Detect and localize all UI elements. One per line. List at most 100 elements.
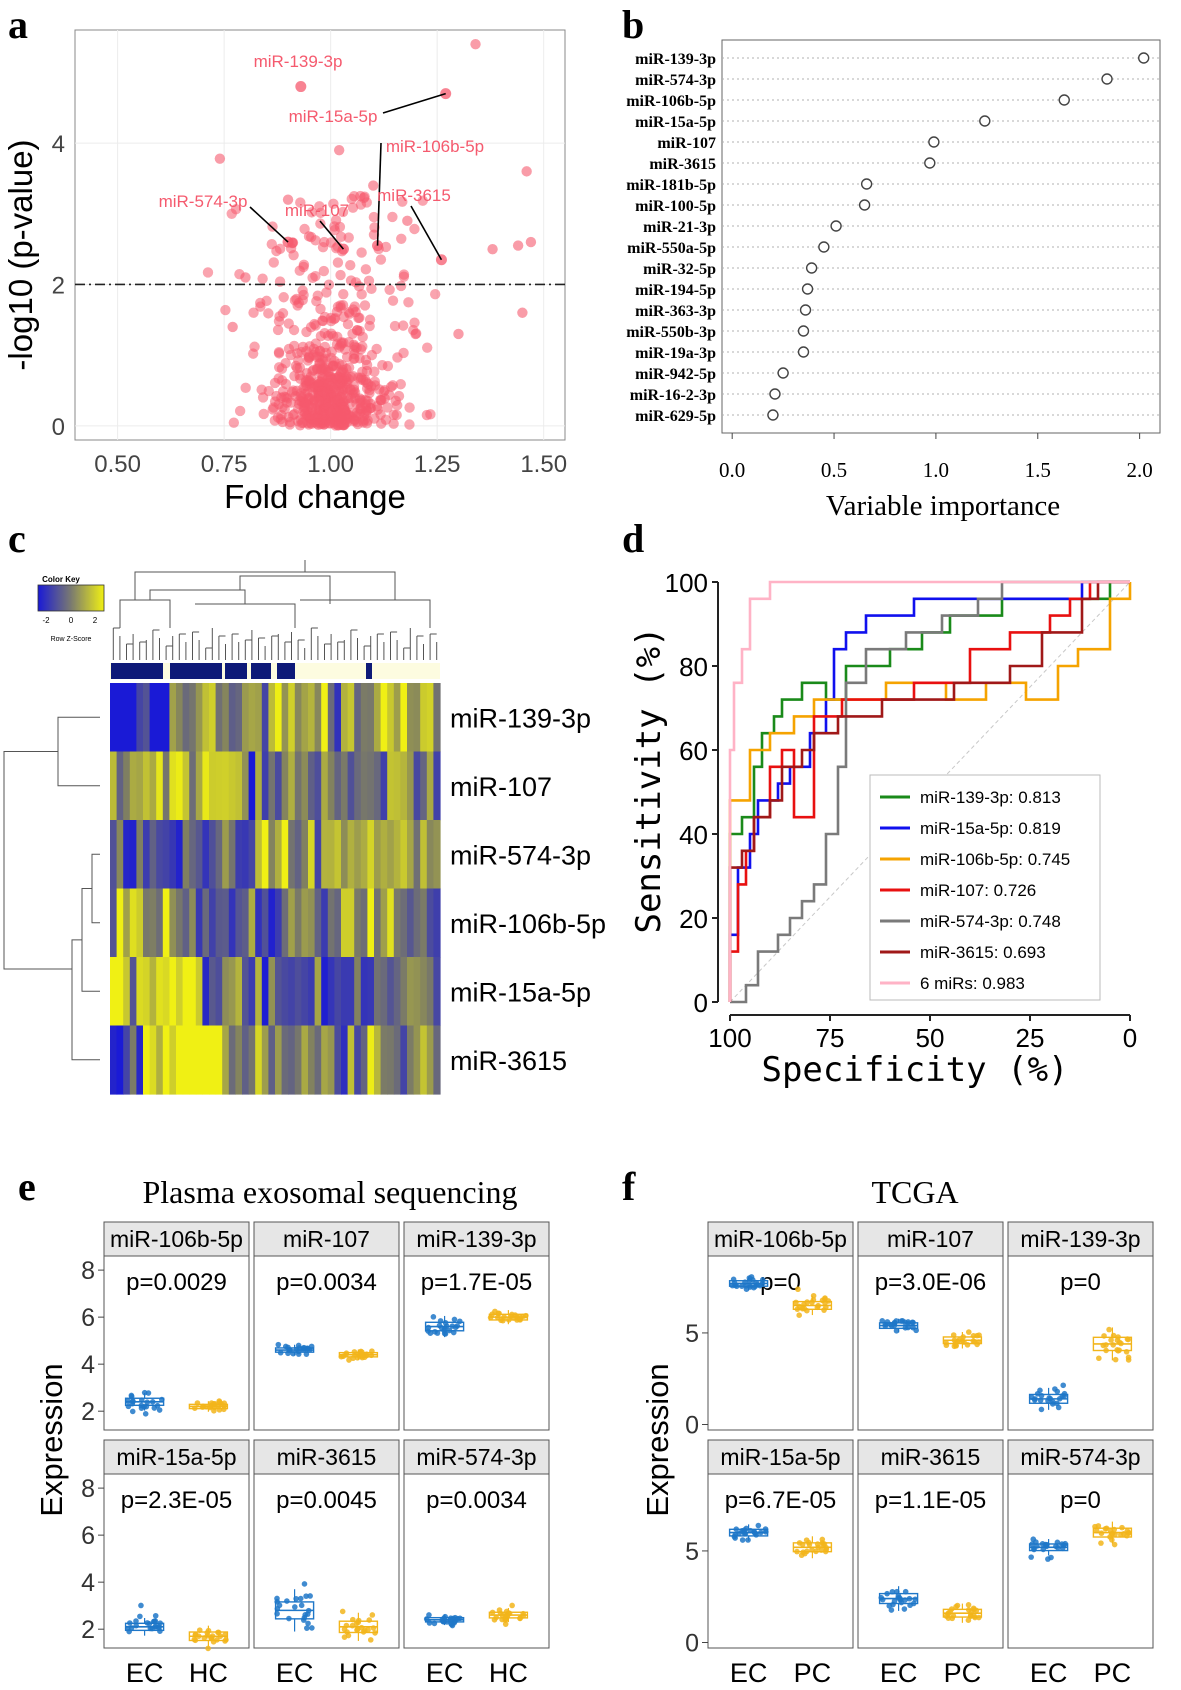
color-key-tick: 0 (69, 616, 74, 625)
volcano-point (347, 202, 359, 213)
group-label: EC (880, 1658, 918, 1688)
heatmap-cell (261, 751, 269, 821)
box-jitter-point (369, 1348, 375, 1354)
volcano-x-tick: 1.25 (414, 451, 461, 478)
box-jitter-point (793, 1299, 799, 1306)
facet-p-value: p=3.0E-06 (875, 1269, 986, 1296)
box-jitter-point (810, 1297, 817, 1303)
box-jitter-point (810, 1292, 817, 1299)
heatmap-cell (354, 683, 362, 753)
volcano-point (349, 348, 360, 360)
heatmap-cell (374, 751, 382, 821)
heatmap-cell (215, 957, 223, 1027)
volcano-point (336, 409, 347, 420)
volcano-x-tick: 1.00 (307, 451, 354, 478)
volcano-point (284, 416, 296, 428)
heatmap-cell (347, 888, 355, 958)
roc-legend-label: miR-139-3p: 0.813 (920, 788, 1061, 807)
heatmap-cell (162, 1025, 170, 1095)
box-jitter-point (965, 1329, 972, 1335)
box-jitter-point (369, 1612, 376, 1618)
box-jitter-point (358, 1624, 365, 1631)
box-jitter-point (439, 1617, 445, 1623)
heatmap-cell (248, 751, 256, 821)
box-jitter-point (950, 1613, 957, 1619)
heatmap-cell (215, 683, 223, 753)
box-jitter-point (1116, 1339, 1123, 1346)
importance-point (1058, 94, 1070, 106)
volcano-label: miR-139-3p (254, 52, 343, 71)
heatmap-cell (215, 820, 223, 890)
box-jitter-point (349, 1622, 356, 1629)
heatmap-cell (380, 683, 388, 753)
heatmap-cell (334, 751, 342, 821)
importance-plot-area (721, 39, 1161, 434)
heatmap-cell (195, 751, 203, 821)
box-jitter-point (1125, 1354, 1132, 1361)
heatmap-cell (301, 683, 309, 753)
heatmap-cell (281, 957, 289, 1027)
heatmap-cell (360, 820, 368, 890)
volcano-point (356, 289, 367, 300)
importance-row-label: miR-574-3p (635, 72, 716, 89)
heatmap-cell (334, 683, 342, 753)
box-jitter-point (801, 1305, 808, 1312)
volcano-point (337, 206, 349, 218)
volcano-point (336, 366, 347, 377)
volcano-point (289, 370, 300, 382)
box-jitter-point (1028, 1554, 1034, 1560)
volcano-point (421, 342, 433, 353)
panel-e-y-label: Expression (34, 1363, 69, 1516)
volcano-point (358, 410, 370, 421)
volcano-point (357, 331, 368, 343)
heatmap-row-labels: miR-139-3p miR-107 miR-574-3p miR-106b-5p mi… (450, 703, 606, 1076)
heatmap-cell (268, 683, 276, 753)
roc-x-tick: 0 (1123, 1023, 1137, 1053)
box-jitter-point (1098, 1530, 1105, 1537)
volcano-point (398, 347, 409, 359)
heatmap-cell (426, 751, 434, 821)
box-jitter-point (509, 1602, 515, 1609)
roc-legend-label: miR-107: 0.726 (920, 881, 1036, 900)
heatmap-cell (209, 683, 217, 753)
box-jitter-point (891, 1598, 898, 1605)
heatmap-cell (321, 820, 329, 890)
box-jitter-point (431, 1620, 438, 1627)
heatmap-cell (116, 751, 124, 821)
box-jitter-point (796, 1312, 802, 1319)
heatmap-cell (182, 820, 190, 890)
column-dendrogram (112, 560, 438, 660)
box-jitter-point (815, 1544, 821, 1551)
volcano-point (372, 404, 383, 415)
volcano-point (349, 341, 360, 352)
importance-row-label: miR-15a-5p (635, 114, 716, 131)
heatmap-cell (248, 888, 256, 958)
heatmap-cell (162, 957, 170, 1027)
heatmap-cell (281, 751, 289, 821)
box-jitter-point (502, 1612, 509, 1619)
box-jitter-point (194, 1400, 201, 1406)
y-tick: 8 (81, 1475, 95, 1503)
heatmap-cell (327, 888, 335, 958)
heatmap-cell (268, 957, 276, 1027)
volcano-point (303, 374, 314, 386)
roc-curves (728, 580, 1132, 1004)
roc-x-tick: 25 (1016, 1023, 1045, 1053)
heatmap-cell (407, 1025, 415, 1095)
box-jitter-point (755, 1522, 762, 1529)
box-jitter-point (1110, 1332, 1117, 1339)
heatmap-cell (341, 751, 349, 821)
volcano-point (388, 418, 399, 429)
heatmap-cell (222, 751, 230, 821)
volcano-point (384, 284, 395, 295)
panel-label-b: b (622, 2, 644, 47)
box-jitter-point (151, 1618, 158, 1625)
heatmap-cell (327, 1025, 335, 1095)
volcano-point (404, 402, 415, 413)
volcano-point (315, 330, 327, 342)
heatmap-cell (268, 751, 276, 821)
box-jitter-point (370, 1625, 377, 1631)
heatmap-cell (156, 957, 164, 1027)
box-jitter-point (204, 1629, 211, 1636)
importance-row-label: miR-3615 (649, 156, 716, 173)
